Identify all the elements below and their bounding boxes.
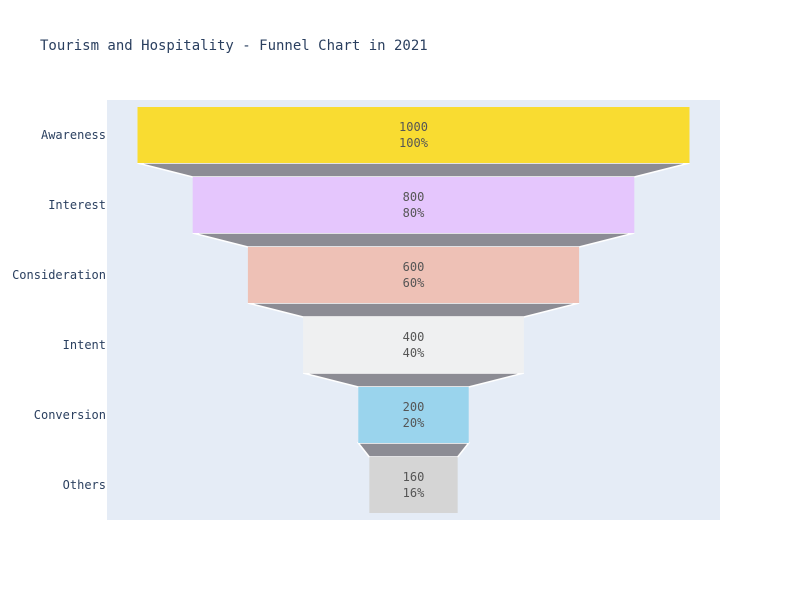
funnel-bar-conversion[interactable] — [358, 387, 469, 443]
bar-percent-label: 20% — [403, 416, 425, 430]
funnel-connector-3 — [247, 302, 580, 318]
bar-percent-label: 100% — [399, 136, 429, 150]
stage-labels: Awareness Interest Consideration Intent Conv… — [12, 128, 106, 492]
stage-label: Interest — [48, 198, 106, 212]
bar-value-label: 400 — [403, 330, 425, 344]
funnel-bar-consideration[interactable] — [247, 247, 580, 303]
stage-label: Consideration — [12, 268, 106, 282]
bar-value-label: 600 — [403, 260, 425, 274]
bar-value-label: 200 — [403, 400, 425, 414]
funnel-connector-1 — [137, 162, 690, 178]
bar-percent-label: 40% — [403, 346, 425, 360]
stage-label: Others — [63, 478, 106, 492]
bar-percent-label: 16% — [403, 486, 425, 500]
funnel-bar-awareness[interactable] — [137, 107, 690, 163]
chart-title: Tourism and Hospitality - Funnel Chart i… — [40, 38, 428, 54]
bar-value-label: 160 — [403, 470, 425, 484]
funnel-bar-interest[interactable] — [192, 177, 635, 233]
bar-percent-label: 80% — [403, 206, 425, 220]
bar-value-label: 1000 — [399, 120, 428, 134]
stage-label: Awareness — [41, 128, 106, 142]
funnel-connector-5 — [356, 442, 471, 458]
funnel-bar-intent[interactable] — [303, 317, 524, 373]
stage-label: Conversion — [34, 408, 106, 422]
funnel-bars: 1000 100% 800 80% 600 60% 400 40% 200 20% 160 16% — [137, 107, 690, 513]
funnel-bar-others[interactable] — [369, 457, 458, 513]
bar-percent-label: 60% — [403, 276, 425, 290]
bar-value-label: 800 — [403, 190, 425, 204]
funnel-connector-2 — [192, 232, 635, 248]
stage-label: Intent — [63, 338, 106, 352]
